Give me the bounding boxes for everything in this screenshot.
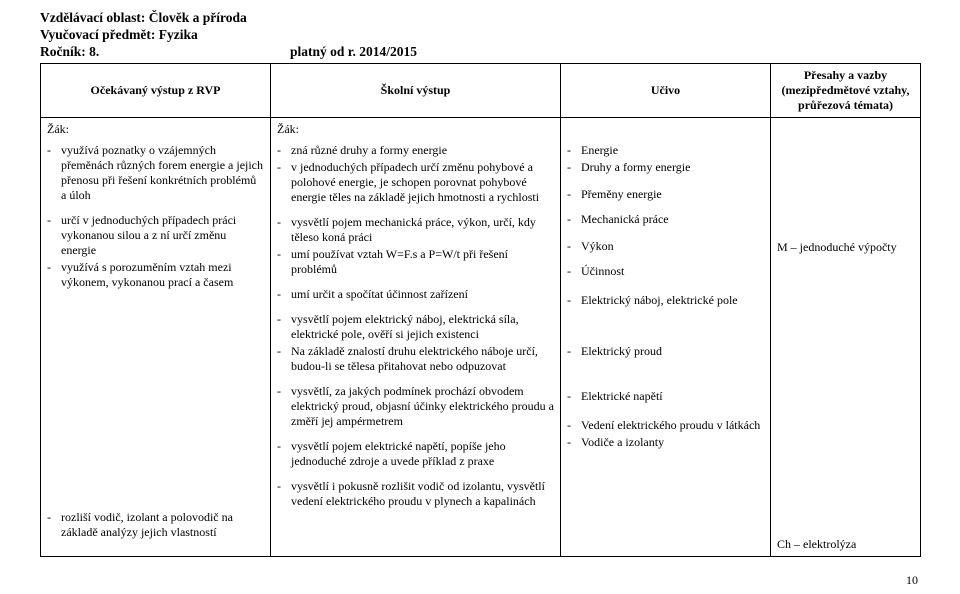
c2-block-2: vysvětlí pojem mechanická práce, výkon, … — [277, 215, 554, 277]
cell-curriculum: Energie Druhy a formy energie Přeměny en… — [561, 117, 771, 556]
spacer — [777, 122, 914, 240]
list-item: Vedení elektrického proudu v látkách — [567, 418, 764, 433]
c2-block-3: umí určit a spočítat účinnost zařízení — [277, 287, 554, 302]
list-item: Účinnost — [567, 264, 764, 279]
cell-rvp: Žák: využívá poznatky o vzájemných přemě… — [41, 117, 271, 556]
list-item: zná různé druhy a formy energie — [277, 143, 554, 158]
header-line-3-row: Ročník: 8. platný od r. 2014/2015 — [40, 44, 920, 61]
c3-block-5: Elektrický proud — [567, 344, 764, 359]
list-item: Energie — [567, 143, 764, 158]
cell-overlaps: M – jednoduché výpočty Ch – elektrolýza — [771, 117, 921, 556]
page-number: 10 — [906, 573, 918, 588]
col-header-overlaps: Přesahy a vazby (mezipředmětové vztahy, … — [771, 63, 921, 117]
spacer — [777, 255, 914, 537]
cell-school-output: Žák: zná různé druhy a formy energie v j… — [271, 117, 561, 556]
spacer — [567, 122, 764, 137]
c3-block-3: Účinnost — [567, 264, 764, 279]
c3-block-6: Elektrické napětí — [567, 389, 764, 404]
list-item: umí používat vztah W=F.s a P=W/t při řeš… — [277, 247, 554, 277]
list-item: vysvětlí i pokusně rozlišit vodič od izo… — [277, 479, 554, 509]
header-valid-from: platný od r. 2014/2015 — [290, 44, 417, 61]
list-item: Elektrické napětí — [567, 389, 764, 404]
list-item: vysvětlí pojem elektrický náboj, elektri… — [277, 312, 554, 342]
table-row: Žák: využívá poznatky o vzájemných přemě… — [41, 117, 921, 556]
zak-label: Žák: — [277, 122, 554, 137]
list-item: Vodiče a izolanty — [567, 435, 764, 450]
c3-block-2: Mechanická práce Výkon — [567, 212, 764, 254]
list-item: určí v jednoduchých případech práci vyko… — [47, 213, 264, 258]
list-item: Přeměny energie — [567, 187, 764, 202]
spacer — [47, 300, 264, 510]
list-item: Elektrický náboj, elektrické pole — [567, 293, 764, 308]
list-item: v jednoduchých případech určí změnu pohy… — [277, 160, 554, 205]
header-line-2: Vyučovací předmět: Fyzika — [40, 27, 920, 44]
table-header-row: Očekávaný výstup z RVP Školní výstup Uči… — [41, 63, 921, 117]
list-item: vysvětlí pojem elektrické napětí, popíše… — [277, 439, 554, 469]
header-line-1: Vzdělávací oblast: Člověk a příroda — [40, 10, 920, 27]
c3-block-4: Elektrický náboj, elektrické pole — [567, 293, 764, 308]
list-item: využívá s porozuměním vztah mezi výkonem… — [47, 260, 264, 290]
list-item: Mechanická práce — [567, 212, 764, 227]
col-header-curriculum: Učivo — [561, 63, 771, 117]
list-item: vysvětlí, za jakých podmínek prochází ob… — [277, 384, 554, 429]
c2-block-1: zná různé druhy a formy energie v jednod… — [277, 143, 554, 205]
list-item: Výkon — [567, 239, 764, 254]
c1-block-3: rozliší vodič, izolant a polovodič na zá… — [47, 510, 264, 540]
curriculum-table: Očekávaný výstup z RVP Školní výstup Uči… — [40, 63, 921, 557]
page-container: Vzdělávací oblast: Člověk a příroda Vyuč… — [0, 0, 960, 594]
list-item: Na základě znalostí druhu elektrického n… — [277, 344, 554, 374]
list-item: využívá poznatky o vzájemných přeměnách … — [47, 143, 264, 203]
list-item: rozliší vodič, izolant a polovodič na zá… — [47, 510, 264, 540]
c2-block-5: vysvětlí, za jakých podmínek prochází ob… — [277, 384, 554, 429]
overlap-chem: Ch – elektrolýza — [777, 537, 914, 552]
c3-block-7: Vedení elektrického proudu v látkách Vod… — [567, 418, 764, 450]
c3-block-1: Energie Druhy a formy energie Přeměny en… — [567, 143, 764, 202]
c2-block-6: vysvětlí pojem elektrické napětí, popíše… — [277, 439, 554, 469]
list-item: umí určit a spočítat účinnost zařízení — [277, 287, 554, 302]
header-grade: Ročník: 8. — [40, 44, 290, 61]
c2-block-7: vysvětlí i pokusně rozlišit vodič od izo… — [277, 479, 554, 509]
col-header-school: Školní výstup — [271, 63, 561, 117]
list-item: Druhy a formy energie — [567, 160, 764, 175]
list-item: Elektrický proud — [567, 344, 764, 359]
c1-block-1: využívá poznatky o vzájemných přeměnách … — [47, 143, 264, 203]
list-item: vysvětlí pojem mechanická práce, výkon, … — [277, 215, 554, 245]
header-block: Vzdělávací oblast: Člověk a příroda Vyuč… — [40, 10, 920, 61]
overlap-math: M – jednoduché výpočty — [777, 240, 914, 255]
c1-block-2: určí v jednoduchých případech práci vyko… — [47, 213, 264, 290]
col-header-rvp: Očekávaný výstup z RVP — [41, 63, 271, 117]
c2-block-4: vysvětlí pojem elektrický náboj, elektri… — [277, 312, 554, 374]
zak-label: Žák: — [47, 122, 264, 137]
